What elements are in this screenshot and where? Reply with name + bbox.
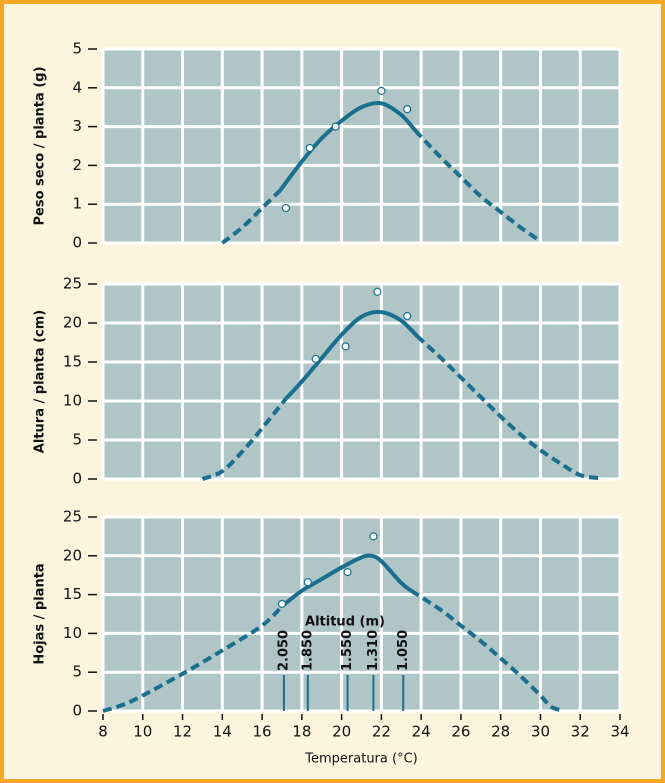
data-point (369, 532, 378, 541)
data-point (311, 354, 320, 363)
fit-curve (413, 129, 542, 243)
fit-curve (415, 334, 601, 481)
x-tick-label: 14 (213, 723, 232, 741)
annotation-title: Altitud (m) (305, 615, 385, 630)
data-point (403, 311, 412, 321)
altitude-label: 1.550 (340, 630, 355, 671)
y-tick-label: 15 (63, 353, 82, 371)
y-tick-label: 5 (72, 431, 82, 449)
y-tick-label: 20 (63, 546, 82, 564)
fit-curve (102, 604, 284, 713)
y-tick-label: 1 (72, 195, 82, 213)
fit-curve (201, 397, 288, 481)
plot-area (103, 517, 620, 711)
y-tick-label: 5 (72, 663, 82, 681)
altitude-label: 1.310 (366, 630, 381, 671)
y-tick-label: 0 (72, 234, 82, 252)
y-tick-label: 3 (72, 117, 82, 135)
x-tick-label: 16 (253, 723, 272, 741)
data-point (403, 105, 412, 114)
y-tick-label: 0 (72, 470, 82, 488)
x-tick-label: 8 (98, 723, 108, 741)
data-point (377, 86, 386, 96)
data-point (373, 287, 382, 296)
data-point (331, 122, 340, 131)
x-tick-label: 20 (332, 723, 351, 741)
y-tick-label: 10 (63, 392, 82, 410)
x-tick-label: 26 (451, 723, 470, 741)
fit-curve (278, 100, 417, 192)
y-tick-label: 5 (72, 40, 82, 58)
data-point (303, 578, 312, 587)
x-tick-label: 24 (412, 723, 431, 741)
y-tick-label: 15 (63, 585, 82, 603)
y-axis-label: Hojas / planta (33, 563, 48, 664)
x-tick-label: 34 (610, 723, 629, 741)
y-tick-label: 25 (63, 275, 82, 293)
fit-curve (410, 589, 562, 713)
data-point (343, 567, 352, 577)
x-tick-label: 18 (292, 723, 311, 741)
x-tick-label: 28 (491, 723, 510, 741)
altitude-label: 2.050 (276, 630, 291, 671)
data-point (281, 203, 291, 213)
x-axis-label: Temperatura (°C) (304, 752, 417, 767)
y-tick-label: 25 (63, 508, 82, 526)
y-tick-label: 2 (72, 156, 82, 174)
x-tick-label: 22 (372, 723, 391, 741)
data-point (277, 599, 287, 609)
x-tick-label: 10 (133, 723, 152, 741)
y-tick-label: 20 (63, 314, 82, 332)
x-tick-label: 12 (173, 723, 192, 741)
altitude-label: 1.850 (300, 630, 315, 671)
y-axis-label: Altura / planta (cm) (33, 310, 48, 453)
x-tick-label: 30 (531, 723, 550, 741)
y-axis-label: Peso seco / planta (g) (33, 66, 48, 225)
data-point (341, 342, 350, 351)
altitude-label: 1.050 (396, 630, 411, 671)
y-tick-label: 4 (72, 78, 82, 96)
plot-area (103, 49, 620, 243)
y-tick-label: 10 (63, 624, 82, 642)
fit-curve (280, 553, 413, 608)
data-point (305, 143, 314, 153)
fit-curve (284, 309, 419, 401)
y-tick-label: 0 (72, 702, 82, 720)
x-tick-label: 32 (571, 723, 590, 741)
